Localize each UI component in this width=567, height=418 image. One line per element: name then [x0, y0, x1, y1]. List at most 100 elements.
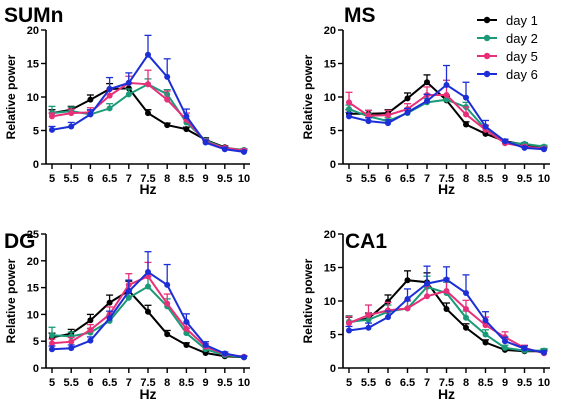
- data-point: [443, 91, 450, 98]
- data-point: [424, 280, 430, 287]
- data-point: [521, 345, 528, 352]
- data-point: [164, 122, 171, 129]
- y-tick-label: 0: [330, 159, 336, 171]
- x-axis-label: Hz: [139, 386, 156, 402]
- data-point: [183, 330, 190, 337]
- data-point: [106, 105, 113, 112]
- x-tick-label: 9: [203, 173, 209, 185]
- data-point: [385, 112, 391, 119]
- data-point: [346, 113, 352, 120]
- y-tick-label: 20: [324, 25, 336, 37]
- data-point: [424, 79, 430, 86]
- data-point: [125, 79, 132, 86]
- data-point: [145, 269, 151, 276]
- legend-label: day 6: [506, 67, 538, 82]
- data-point: [183, 318, 190, 325]
- x-tick-label: 7.5: [439, 173, 454, 185]
- data-point: [463, 324, 469, 331]
- data-point: [346, 320, 352, 327]
- data-point: [49, 346, 55, 353]
- data-point: [502, 338, 508, 345]
- x-tick-label: 6: [87, 377, 93, 389]
- y-tick-label: 0: [33, 159, 39, 171]
- x-tick-label: 10: [538, 173, 550, 185]
- data-point: [241, 354, 247, 361]
- data-point: [424, 293, 430, 300]
- y-tick-label: 5: [330, 330, 336, 342]
- data-point: [463, 94, 469, 101]
- series-line: [348, 98, 545, 148]
- data-point: [502, 138, 508, 145]
- data-point: [125, 294, 132, 301]
- x-tick-label: 6.5: [400, 173, 415, 185]
- data-point: [443, 287, 450, 294]
- data-point: [106, 315, 113, 322]
- data-point: [463, 111, 469, 118]
- data-point: [241, 148, 247, 155]
- data-point: [164, 96, 171, 103]
- data-point: [541, 349, 547, 356]
- x-tick-label: 5: [346, 377, 352, 389]
- x-tick-label: 8: [164, 377, 170, 389]
- x-tick-label: 5: [49, 173, 55, 185]
- data-point: [125, 288, 132, 295]
- x-tick-label: 9: [502, 173, 508, 185]
- legend-marker: [483, 34, 491, 42]
- data-point: [183, 341, 190, 348]
- x-tick-label: 6: [385, 173, 391, 185]
- y-axis-label: Relative power: [301, 54, 315, 139]
- data-point: [106, 92, 113, 99]
- x-tick-label: 5.5: [64, 173, 79, 185]
- data-point: [404, 277, 411, 284]
- series-day-2: [48, 276, 248, 361]
- series-day-1: [48, 280, 248, 361]
- y-tick-label: 20: [27, 25, 39, 37]
- data-point: [443, 306, 450, 313]
- x-tick-label: 9: [203, 377, 209, 389]
- data-point: [365, 316, 372, 323]
- data-point: [365, 118, 372, 125]
- data-point: [106, 85, 113, 92]
- x-tick-label: 7: [126, 377, 132, 389]
- x-tick-label: 7.5: [140, 377, 155, 389]
- y-tick-label: 0: [33, 363, 39, 375]
- data-point: [404, 295, 411, 302]
- x-tick-label: 10: [538, 377, 550, 389]
- legend-marker: [483, 52, 491, 60]
- y-tick-label: 10: [27, 309, 39, 321]
- data-point: [145, 283, 151, 290]
- series-line: [51, 53, 245, 153]
- data-point: [145, 110, 151, 117]
- y-tick-label: 25: [27, 229, 39, 241]
- panel-title: DG: [4, 230, 36, 253]
- data-point: [68, 110, 75, 117]
- data-point: [183, 325, 190, 332]
- y-tick-label: 10: [324, 296, 336, 308]
- x-tick-label: 6: [385, 377, 391, 389]
- x-axis-label: Hz: [139, 181, 156, 197]
- data-point: [463, 314, 469, 321]
- series-day-5: [345, 79, 548, 152]
- x-tick-label: 5.5: [64, 377, 79, 389]
- x-tick-label: 5.5: [361, 377, 376, 389]
- data-point: [404, 109, 411, 116]
- y-tick-label: 0: [330, 363, 336, 375]
- x-tick-label: 7: [424, 377, 430, 389]
- x-tick-label: 7: [424, 173, 430, 185]
- data-point: [365, 312, 372, 319]
- x-tick-label: 6.5: [102, 377, 117, 389]
- data-point: [424, 98, 430, 105]
- data-point: [221, 350, 228, 357]
- y-tick-label: 20: [324, 229, 336, 241]
- data-point: [87, 317, 94, 324]
- x-tick-label: 5: [49, 377, 55, 389]
- data-point: [482, 322, 489, 329]
- x-tick-label: 9: [502, 377, 508, 389]
- series-day-6: [345, 265, 548, 356]
- data-point: [385, 120, 391, 127]
- x-tick-label: 6.5: [102, 173, 117, 185]
- data-point: [502, 344, 508, 351]
